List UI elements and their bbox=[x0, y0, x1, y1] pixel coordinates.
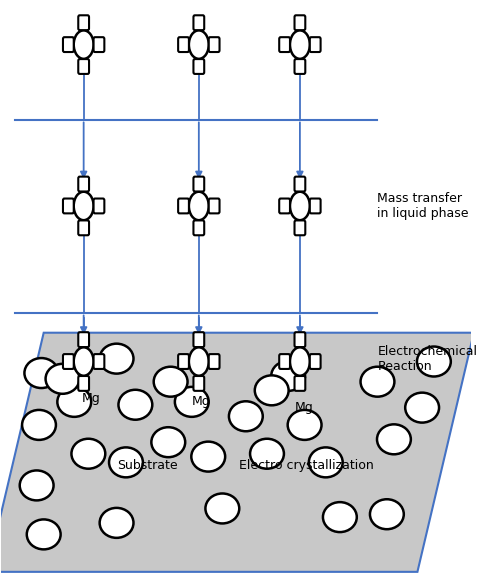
Text: Mass transfer
in liquid phase: Mass transfer in liquid phase bbox=[377, 192, 469, 220]
FancyBboxPatch shape bbox=[193, 59, 204, 74]
Ellipse shape bbox=[58, 387, 91, 417]
FancyBboxPatch shape bbox=[209, 37, 220, 52]
Text: Substrate: Substrate bbox=[117, 459, 178, 472]
Ellipse shape bbox=[189, 347, 209, 376]
FancyBboxPatch shape bbox=[279, 354, 290, 369]
Ellipse shape bbox=[71, 439, 105, 469]
FancyBboxPatch shape bbox=[63, 37, 74, 52]
FancyBboxPatch shape bbox=[78, 221, 89, 235]
Ellipse shape bbox=[119, 390, 152, 420]
FancyBboxPatch shape bbox=[193, 221, 204, 235]
FancyBboxPatch shape bbox=[295, 15, 306, 30]
Polygon shape bbox=[0, 333, 474, 572]
FancyBboxPatch shape bbox=[209, 354, 220, 369]
Ellipse shape bbox=[20, 470, 54, 500]
Text: Mg: Mg bbox=[192, 395, 210, 408]
FancyBboxPatch shape bbox=[193, 376, 204, 391]
FancyBboxPatch shape bbox=[78, 376, 89, 391]
FancyBboxPatch shape bbox=[295, 177, 306, 192]
FancyBboxPatch shape bbox=[78, 15, 89, 30]
Ellipse shape bbox=[290, 347, 310, 376]
Text: Electrochemical
Reaction: Electrochemical Reaction bbox=[377, 345, 478, 373]
FancyBboxPatch shape bbox=[94, 199, 104, 214]
FancyBboxPatch shape bbox=[78, 332, 89, 347]
Text: Electro crystallization: Electro crystallization bbox=[239, 459, 373, 472]
Ellipse shape bbox=[189, 192, 209, 220]
Ellipse shape bbox=[290, 192, 310, 220]
Ellipse shape bbox=[250, 439, 284, 469]
Ellipse shape bbox=[290, 30, 310, 59]
Ellipse shape bbox=[205, 493, 239, 523]
FancyBboxPatch shape bbox=[279, 199, 290, 214]
Ellipse shape bbox=[377, 424, 411, 455]
Text: Mg: Mg bbox=[295, 401, 314, 414]
FancyBboxPatch shape bbox=[193, 332, 204, 347]
Ellipse shape bbox=[229, 401, 263, 431]
Ellipse shape bbox=[154, 367, 187, 397]
FancyBboxPatch shape bbox=[193, 15, 204, 30]
FancyBboxPatch shape bbox=[63, 354, 74, 369]
FancyBboxPatch shape bbox=[94, 354, 104, 369]
Ellipse shape bbox=[255, 375, 289, 405]
FancyBboxPatch shape bbox=[78, 59, 89, 74]
Ellipse shape bbox=[323, 502, 357, 532]
Ellipse shape bbox=[109, 448, 143, 477]
Ellipse shape bbox=[100, 508, 133, 538]
FancyBboxPatch shape bbox=[310, 37, 320, 52]
Ellipse shape bbox=[405, 393, 439, 423]
Ellipse shape bbox=[151, 427, 185, 457]
Ellipse shape bbox=[417, 347, 451, 376]
FancyBboxPatch shape bbox=[295, 59, 306, 74]
FancyBboxPatch shape bbox=[295, 332, 306, 347]
FancyBboxPatch shape bbox=[310, 354, 320, 369]
FancyBboxPatch shape bbox=[94, 37, 104, 52]
Ellipse shape bbox=[361, 367, 394, 397]
FancyBboxPatch shape bbox=[178, 199, 189, 214]
Ellipse shape bbox=[74, 30, 94, 59]
FancyBboxPatch shape bbox=[295, 221, 306, 235]
Ellipse shape bbox=[288, 410, 321, 440]
Ellipse shape bbox=[271, 361, 305, 391]
Ellipse shape bbox=[175, 387, 209, 417]
FancyBboxPatch shape bbox=[78, 177, 89, 192]
Ellipse shape bbox=[191, 442, 225, 471]
FancyBboxPatch shape bbox=[178, 37, 189, 52]
Text: Mg: Mg bbox=[81, 393, 100, 405]
Ellipse shape bbox=[74, 192, 94, 220]
Ellipse shape bbox=[370, 499, 404, 529]
FancyBboxPatch shape bbox=[295, 376, 306, 391]
Ellipse shape bbox=[309, 448, 343, 477]
FancyBboxPatch shape bbox=[310, 199, 320, 214]
FancyBboxPatch shape bbox=[63, 199, 74, 214]
FancyBboxPatch shape bbox=[209, 199, 220, 214]
Ellipse shape bbox=[24, 358, 58, 388]
Ellipse shape bbox=[100, 344, 133, 373]
Ellipse shape bbox=[189, 30, 209, 59]
Ellipse shape bbox=[74, 347, 94, 376]
FancyBboxPatch shape bbox=[193, 177, 204, 192]
FancyBboxPatch shape bbox=[279, 37, 290, 52]
Ellipse shape bbox=[27, 519, 61, 549]
Ellipse shape bbox=[22, 410, 56, 440]
FancyBboxPatch shape bbox=[178, 354, 189, 369]
Ellipse shape bbox=[46, 364, 79, 394]
